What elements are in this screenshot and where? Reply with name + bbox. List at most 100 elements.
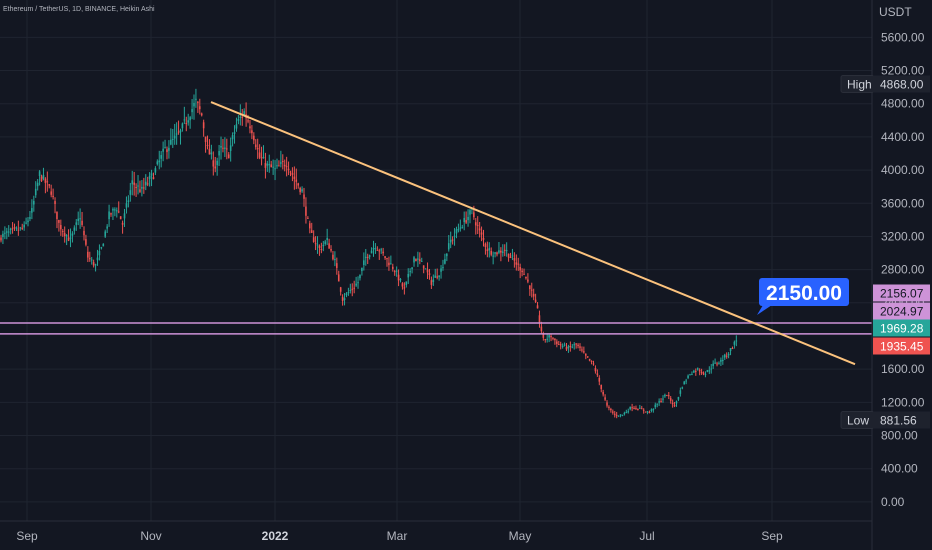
candle-body: [110, 213, 112, 215]
candle-body: [563, 344, 566, 346]
candle-body: [94, 264, 97, 266]
candle-body: [648, 412, 651, 414]
candle-body: [183, 119, 186, 121]
candle-body: [247, 120, 249, 122]
candle-body: [691, 374, 693, 376]
candle-body: [204, 136, 207, 143]
candle-body: [540, 326, 543, 332]
candle-body: [627, 411, 630, 413]
candle-body: [388, 262, 390, 266]
candle-body: [195, 98, 197, 100]
candle-body: [9, 228, 12, 230]
candle-body: [216, 160, 218, 166]
high-value: 4868.00: [880, 78, 924, 92]
candle-body: [171, 138, 174, 140]
candle-body: [293, 176, 296, 180]
candle-body: [567, 346, 570, 349]
candle-body: [372, 248, 375, 250]
candle-body: [413, 257, 415, 263]
candle-body: [328, 243, 330, 249]
candle-body: [594, 368, 597, 372]
candle-body: [158, 160, 161, 163]
candle-body: [289, 171, 292, 173]
candle-body: [23, 224, 25, 228]
price-label: 1969.28: [880, 322, 924, 336]
candle-body: [546, 338, 548, 340]
candle-body: [646, 411, 649, 413]
candle-body: [218, 151, 220, 156]
price-label: 2024.97: [880, 305, 924, 319]
candle-body: [511, 255, 514, 257]
candle-body: [374, 248, 377, 250]
candle-body: [426, 269, 429, 273]
candle-body: [56, 211, 58, 219]
candle-body: [29, 217, 31, 219]
candle-body: [316, 244, 319, 246]
trendline[interactable]: [210, 101, 856, 366]
candle-body: [42, 174, 45, 179]
candle-body: [700, 371, 703, 373]
candle-body: [521, 270, 523, 273]
low-value-bg: [873, 411, 930, 429]
price-tick-label: 5600.00: [881, 30, 925, 44]
candle-body: [391, 266, 394, 269]
candle-body: [716, 363, 718, 365]
candle-body: [295, 179, 298, 182]
price-callout[interactable]: 2150.00: [757, 278, 849, 315]
candle-body: [720, 359, 722, 362]
candle-body: [615, 414, 618, 416]
candle-body: [577, 344, 579, 347]
candle-body: [596, 373, 599, 375]
candle-body: [52, 195, 54, 197]
candle-body: [629, 406, 631, 410]
candle-body: [222, 147, 224, 149]
candle-body: [538, 315, 541, 323]
candle-body: [220, 145, 222, 148]
candle-body: [488, 248, 491, 251]
candle-body: [291, 173, 294, 175]
candle-body: [170, 139, 172, 145]
time-axis-ticks[interactable]: Sep Nov 2022 Mar May Jul Sep: [16, 529, 783, 543]
candle-body: [548, 335, 550, 338]
candle-body: [129, 190, 132, 195]
low-value: 881.56: [880, 414, 917, 428]
candle-body: [637, 409, 639, 411]
candle-body: [67, 237, 70, 241]
candle-body: [610, 408, 612, 411]
candle-body: [544, 339, 547, 341]
candle-body: [363, 260, 365, 266]
candle-body: [117, 211, 120, 213]
candle-body: [359, 274, 361, 279]
candle-body: [727, 353, 730, 356]
candle-body: [579, 346, 581, 348]
candle-body: [125, 203, 128, 208]
candle-body: [534, 299, 537, 302]
candle-body: [644, 411, 647, 413]
callout-pointer: [757, 305, 772, 315]
candle-body: [502, 251, 504, 253]
candle-body: [274, 168, 276, 170]
candle-body: [640, 408, 643, 410]
candle-body: [264, 162, 267, 168]
candle-body: [114, 209, 116, 211]
candle-body: [27, 220, 29, 223]
candle-body: [200, 113, 203, 116]
candle-body: [602, 392, 604, 395]
candle-body: [254, 144, 257, 148]
candle-body: [46, 181, 49, 183]
candle-body: [536, 305, 539, 309]
candle-body: [604, 397, 606, 400]
candle-body: [90, 259, 93, 261]
candle-body: [507, 253, 510, 258]
candle-body: [270, 164, 272, 168]
candle-body: [693, 370, 695, 373]
candle-body: [621, 414, 624, 416]
candle-body: [15, 227, 18, 229]
candle-body: [565, 347, 568, 350]
candle-body: [650, 409, 653, 412]
price-label: 1935.45: [880, 340, 924, 354]
candle-body: [671, 402, 674, 405]
candle-body: [368, 255, 371, 257]
candle-body: [355, 283, 357, 286]
